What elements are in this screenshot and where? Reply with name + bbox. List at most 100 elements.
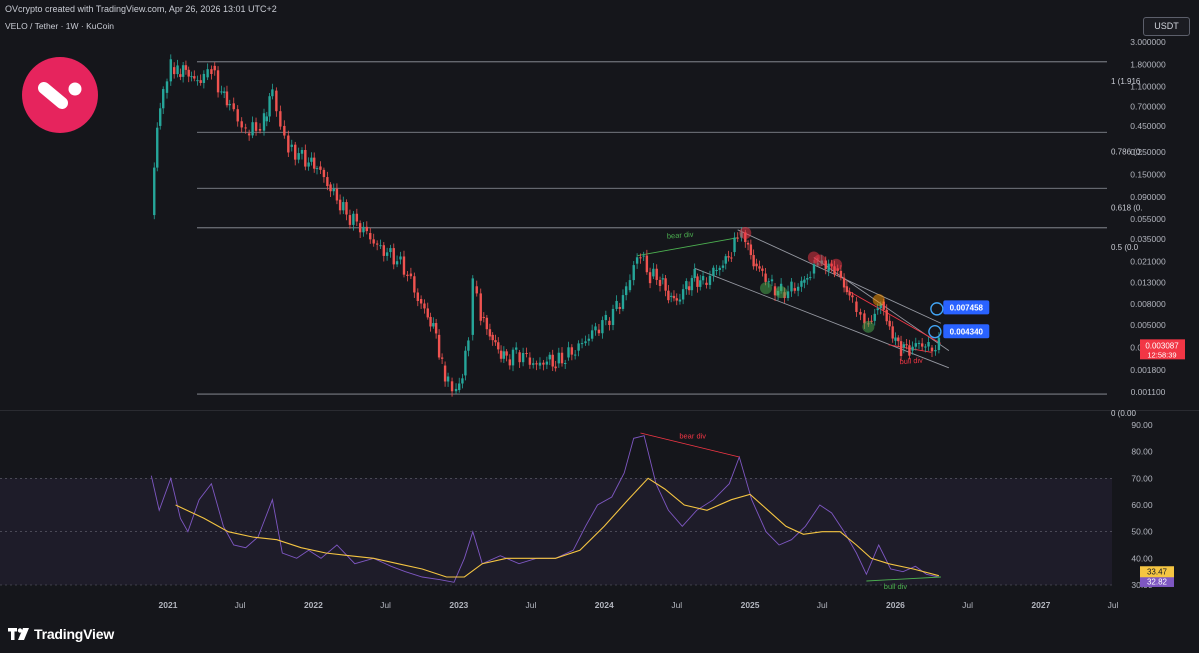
candle-body (824, 260, 827, 269)
candle-body (584, 341, 587, 344)
candle-body (675, 298, 678, 301)
candle-body (604, 314, 608, 321)
candle-body (806, 278, 809, 280)
candle-body (236, 109, 239, 122)
candle-body (247, 133, 251, 136)
time-tick-label: 2022 (304, 600, 323, 610)
candle-body (718, 267, 721, 271)
candle-body (796, 286, 800, 291)
candle-body (672, 295, 676, 299)
candle-body (395, 261, 399, 265)
candle-body (335, 188, 339, 201)
price-tick-label: 1.800000 (1130, 60, 1166, 70)
velo-logo[interactable] (22, 57, 98, 133)
candle-body (389, 248, 392, 253)
candle-body (258, 128, 262, 131)
candle-body (661, 278, 665, 280)
tradingview-logo[interactable]: TradingView (8, 626, 114, 642)
target-price-text: 0.007458 (950, 303, 984, 312)
candle-body (399, 256, 402, 260)
rsi-value-text: 32.82 (1147, 577, 1168, 586)
price-axis[interactable]: 3.000000 1.800000 1.100000 0.700000 0.450000… (1130, 37, 1166, 397)
rsi-value-box (1140, 575, 1174, 587)
candle-body (882, 301, 885, 310)
candle-body (406, 274, 409, 276)
candle-body (712, 267, 715, 276)
candle-body (885, 309, 888, 322)
candle-body (790, 281, 793, 292)
candle-body (225, 91, 229, 106)
candle-body (803, 279, 806, 283)
fib-levels: 1 (1.916 0.786 (0. 0.618 (0. 0.5 (0.0 0 (0.0… (197, 61, 1143, 418)
candle-body (228, 103, 231, 106)
symbol-info[interactable]: VELO / Tether · 1W · KuCoin (5, 21, 114, 31)
price-tick-label: 0.055000 (1130, 214, 1166, 224)
candle-body (845, 286, 849, 293)
price-tick-label: 0.008000 (1130, 299, 1166, 309)
rsi-annotation: bull div (884, 582, 908, 591)
rsi-tick-label: 40.00 (1131, 553, 1153, 563)
candle-body (190, 76, 193, 78)
candle-body (423, 303, 426, 309)
candle-body (379, 245, 382, 247)
candle-body (914, 343, 917, 347)
candle-body (749, 244, 753, 256)
candle-body (639, 257, 642, 259)
candle-body (870, 320, 873, 322)
candle-body (727, 256, 730, 258)
candle-body (587, 338, 591, 341)
rsi-band (0, 478, 1112, 586)
candle-body (432, 323, 435, 327)
last-price-box (1140, 339, 1185, 360)
candle-body (409, 273, 413, 277)
candle-body (187, 69, 190, 77)
candle-body (244, 127, 247, 129)
time-tick-label: Jul (962, 600, 973, 610)
candle-body (326, 177, 329, 187)
markers (739, 227, 944, 339)
candle-body (232, 103, 235, 110)
candle-body (696, 276, 699, 287)
candle-body (800, 280, 803, 287)
candle-body (202, 73, 206, 83)
candle-body (375, 243, 379, 245)
chart-credit: OVcrypto created with TradingView.com, A… (5, 4, 277, 14)
currency-selector[interactable]: USDT (1143, 17, 1190, 36)
candle-body (685, 281, 688, 290)
rsi-tick-label: 90.00 (1131, 420, 1153, 430)
candle-body (573, 354, 577, 356)
candle-body (382, 245, 385, 256)
candle-body (193, 76, 196, 79)
candle-body (724, 256, 727, 264)
candle-body (358, 223, 362, 233)
time-axis[interactable]: 2021 Jul 2022 Jul 2023 Jul 2024 Jul 2025 Jul 2026 J… (159, 600, 1119, 610)
time-tick-label: Jul (817, 600, 828, 610)
candle-body (461, 378, 464, 384)
candle-body (446, 376, 450, 382)
candle-body (222, 91, 226, 93)
candle-body (329, 184, 332, 192)
time-tick-label: Jul (671, 600, 682, 610)
candle-body (615, 300, 618, 309)
candle-body (345, 202, 348, 215)
candle-body (608, 320, 611, 326)
candle-body (275, 90, 278, 112)
candle-body (254, 122, 258, 131)
candle-body (908, 345, 911, 356)
price-tick-label: 3.000000 (1130, 37, 1166, 47)
candle-body (905, 344, 908, 346)
candle-body (491, 334, 494, 341)
rsi-tick-label: 60.00 (1131, 500, 1153, 510)
candle-body (655, 268, 658, 280)
price-tick-label: 0.450000 (1130, 121, 1166, 131)
candle-body (502, 351, 506, 359)
candle-body (733, 237, 736, 253)
candle-body (920, 343, 924, 347)
rsi_ma-value-text: 33.47 (1147, 568, 1168, 577)
candle-body (669, 295, 673, 297)
chart-area[interactable]: 1 (1.916 0.786 (0. 0.618 (0. 0.5 (0.0 0 (0.0… (0, 0, 1199, 615)
target-circle (930, 302, 944, 316)
candle-body (577, 343, 580, 351)
price-tick-label: 0.700000 (1130, 101, 1166, 111)
